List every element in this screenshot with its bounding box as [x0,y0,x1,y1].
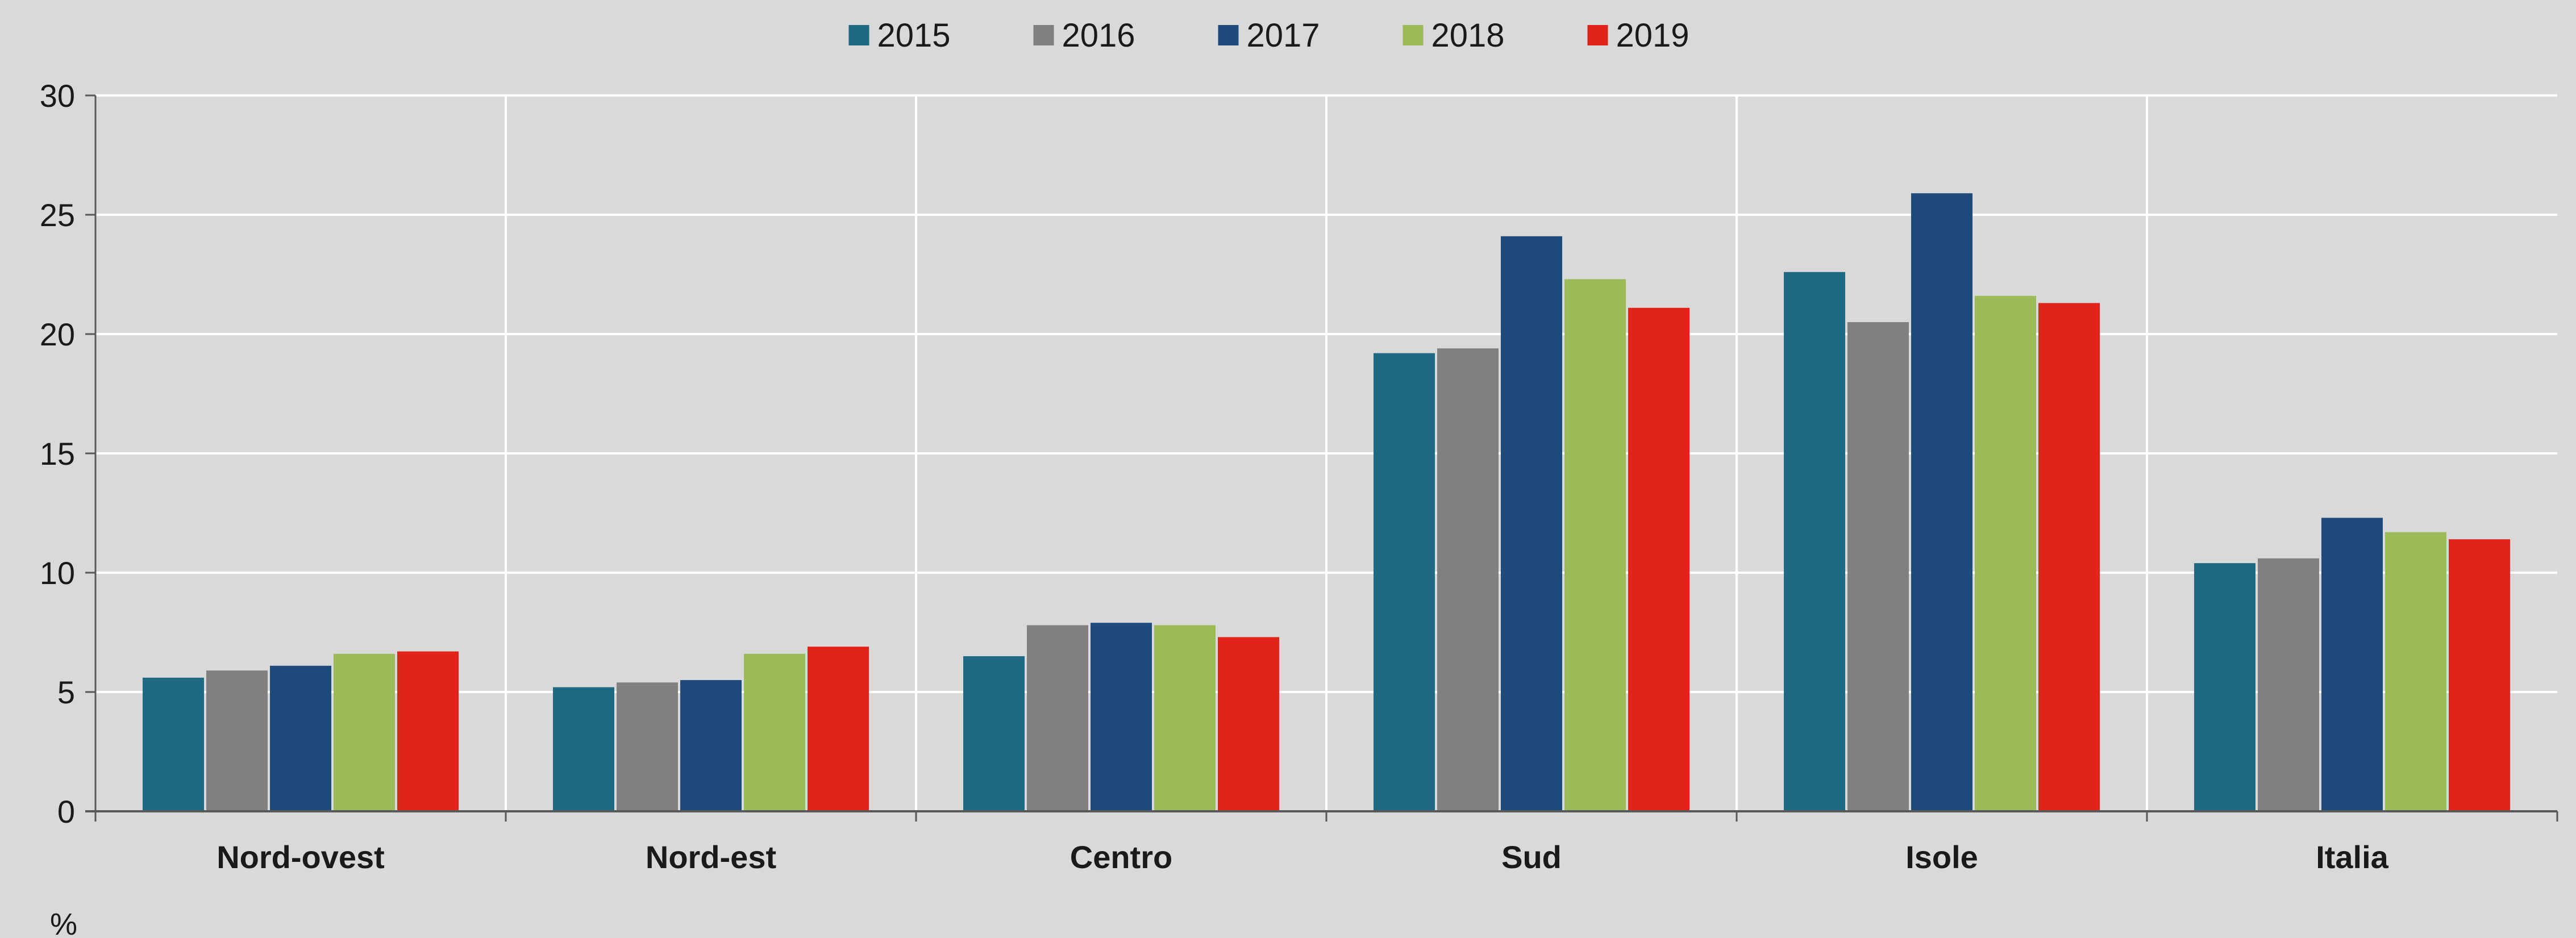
y-tick-label-10: 10 [40,555,75,591]
bar-centro-2016 [1027,625,1088,811]
bar-sud-2018 [1564,279,1626,811]
legend-label-2015: 2015 [877,17,951,54]
bar-nord-est-2018 [744,653,805,811]
bar-centro-2019 [1218,637,1279,811]
y-unit-label: % [50,907,77,938]
bar-nord-ovest-2019 [397,651,459,811]
category-label-nord-est: Nord-est [646,839,776,875]
bars [143,193,2510,812]
y-tick-label-30: 30 [40,78,75,114]
bar-sud-2017 [1501,236,1562,811]
axes: 0 5 10 15 20 25 30 Nord-ovest Nord-est Centro Sud I… [40,78,2558,938]
y-tick-label-25: 25 [40,197,75,233]
y-tick-label-0: 0 [57,794,75,829]
bar-centro-2018 [1154,625,1216,811]
category-label-isole: Isole [1905,839,1978,875]
bar-nord-est-2015 [553,687,614,811]
bar-isole-2015 [1784,272,1845,811]
legend-label-2017: 2017 [1247,17,1320,54]
category-label-sud: Sud [1501,839,1562,875]
bar-nord-est-2016 [617,682,678,811]
bar-isole-2018 [1975,295,2036,811]
bar-isole-2016 [1847,322,1909,811]
y-tick-label-20: 20 [40,316,75,352]
bar-sud-2015 [1374,353,1435,811]
category-label-italia: Italia [2316,839,2388,875]
bar-sud-2016 [1437,348,1499,811]
bar-nord-ovest-2016 [206,670,268,811]
legend: 2015 2016 2017 2018 2019 [848,17,1689,54]
bar-sud-2019 [1628,307,1689,811]
bar-isole-2019 [2038,303,2100,811]
bar-italia-2018 [2385,532,2446,811]
bar-centro-2017 [1091,623,1152,811]
bar-italia-2016 [2258,558,2319,811]
bar-nord-est-2019 [808,647,869,811]
bar-centro-2015 [963,656,1025,811]
legend-swatch-2019 [1587,25,1608,45]
y-tick-label-5: 5 [57,674,75,710]
legend-label-2016: 2016 [1062,17,1135,54]
legend-swatch-2017 [1218,25,1239,45]
gridlines [95,94,2557,811]
category-label-nord-ovest: Nord-ovest [217,839,385,875]
bar-nord-est-2017 [680,680,742,811]
legend-label-2019: 2019 [1616,17,1689,54]
bar-nord-ovest-2017 [270,665,331,811]
bar-nord-ovest-2018 [334,653,395,811]
bar-italia-2017 [2321,518,2383,811]
legend-label-2018: 2018 [1431,17,1505,54]
bar-italia-2015 [2194,563,2255,811]
bar-isole-2017 [1911,193,1972,812]
legend-swatch-2015 [848,25,869,45]
legend-swatch-2016 [1033,25,1054,45]
bar-italia-2019 [2449,539,2510,811]
y-tick-label-15: 15 [40,436,75,472]
bar-nord-ovest-2015 [143,677,204,811]
category-label-centro: Centro [1070,839,1172,875]
legend-swatch-2018 [1403,25,1424,45]
